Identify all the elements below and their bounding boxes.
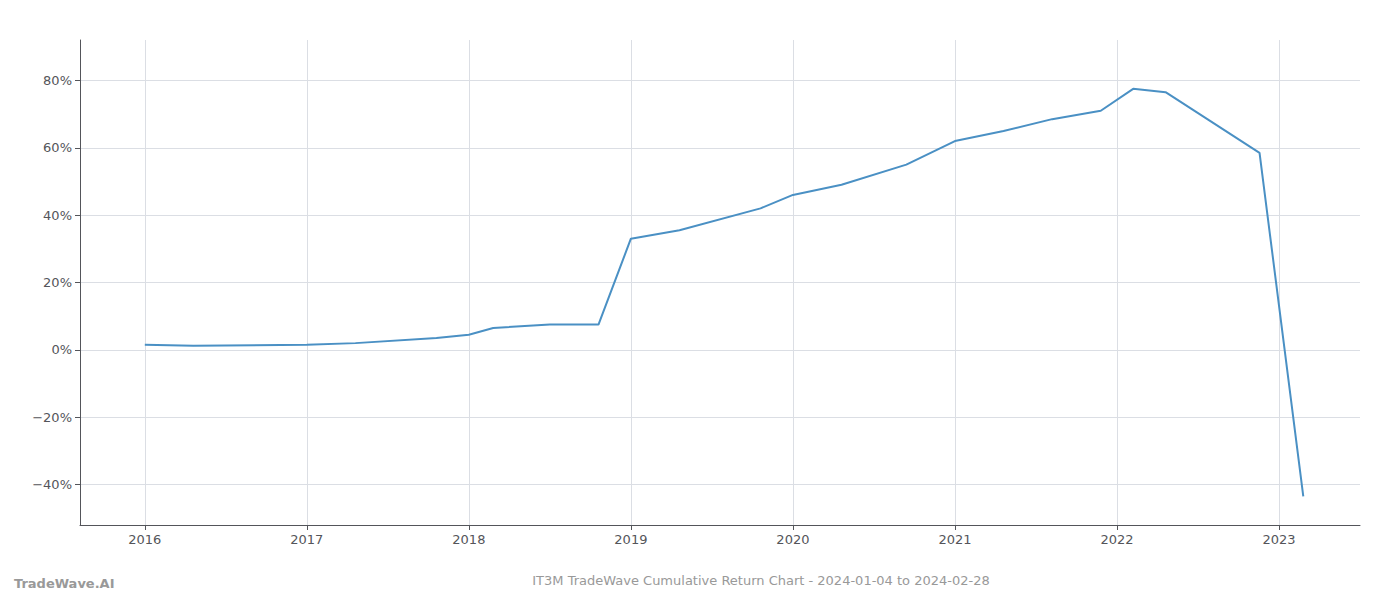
- svg-text:IT3M TradeWave Cumulative Retu: IT3M TradeWave Cumulative Return Chart -…: [532, 573, 990, 588]
- svg-text:20%: 20%: [43, 275, 72, 290]
- svg-text:2023: 2023: [1262, 532, 1295, 547]
- svg-text:40%: 40%: [43, 208, 72, 223]
- svg-text:2016: 2016: [128, 532, 161, 547]
- svg-text:2017: 2017: [290, 532, 323, 547]
- svg-text:2019: 2019: [614, 532, 647, 547]
- svg-text:TradeWave.AI: TradeWave.AI: [14, 576, 115, 591]
- svg-text:−20%: −20%: [32, 410, 72, 425]
- svg-text:60%: 60%: [43, 140, 72, 155]
- svg-text:0%: 0%: [51, 342, 72, 357]
- svg-text:2021: 2021: [938, 532, 971, 547]
- svg-text:2018: 2018: [452, 532, 485, 547]
- svg-text:−40%: −40%: [32, 477, 72, 492]
- svg-text:80%: 80%: [43, 73, 72, 88]
- svg-text:2020: 2020: [776, 532, 809, 547]
- svg-text:2022: 2022: [1100, 532, 1133, 547]
